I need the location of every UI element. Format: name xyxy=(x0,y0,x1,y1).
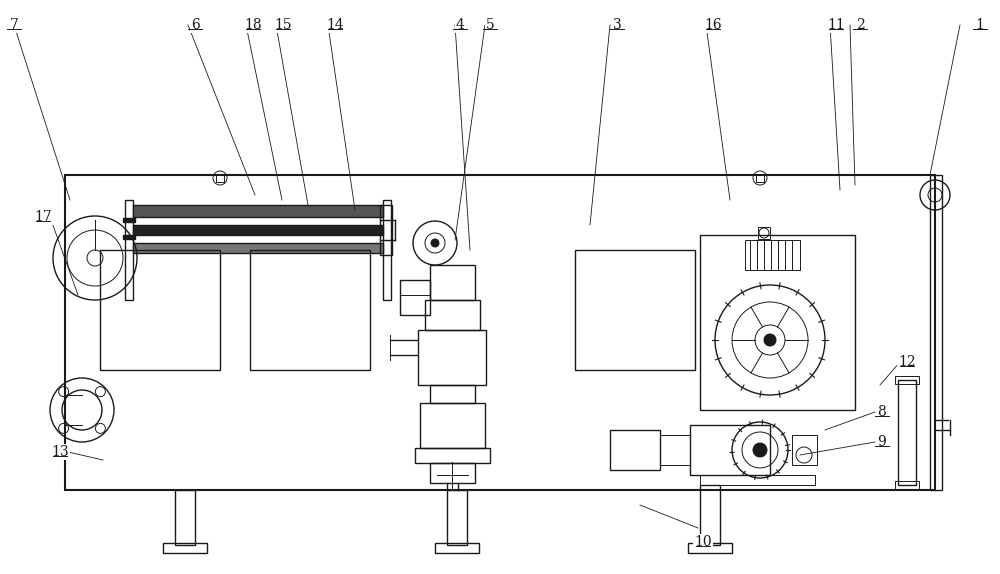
Bar xyxy=(415,448,490,463)
Bar xyxy=(420,403,485,448)
Bar xyxy=(610,430,660,470)
Bar xyxy=(380,205,392,255)
Text: 2: 2 xyxy=(856,18,864,32)
Text: 4: 4 xyxy=(456,18,464,32)
Bar xyxy=(383,200,391,300)
Bar xyxy=(435,543,479,553)
Text: 5: 5 xyxy=(486,18,494,32)
Bar xyxy=(930,175,942,490)
Bar xyxy=(133,243,383,253)
Bar xyxy=(447,490,467,545)
Text: 14: 14 xyxy=(326,18,344,32)
Bar xyxy=(418,330,486,385)
Text: 8: 8 xyxy=(878,405,886,419)
Bar xyxy=(400,280,430,315)
Bar xyxy=(660,435,690,465)
Circle shape xyxy=(764,334,776,346)
Bar xyxy=(133,225,383,235)
Bar xyxy=(700,235,855,410)
Bar xyxy=(65,175,935,490)
Text: 12: 12 xyxy=(898,355,916,369)
Text: 3: 3 xyxy=(613,18,621,32)
Bar xyxy=(123,235,135,239)
Bar xyxy=(756,174,764,182)
Text: 11: 11 xyxy=(827,18,845,32)
Bar xyxy=(430,385,475,403)
Bar xyxy=(700,485,720,545)
Text: 15: 15 xyxy=(274,18,292,32)
Text: 9: 9 xyxy=(878,435,886,449)
Bar xyxy=(100,250,220,370)
Bar xyxy=(163,543,207,553)
Bar xyxy=(123,218,135,222)
Bar xyxy=(125,200,133,300)
Text: 10: 10 xyxy=(694,535,712,549)
Bar xyxy=(250,250,370,370)
Bar xyxy=(690,425,770,475)
Bar xyxy=(175,490,195,545)
Text: 13: 13 xyxy=(51,445,69,459)
Circle shape xyxy=(753,443,767,457)
Bar xyxy=(895,376,919,384)
Text: 1: 1 xyxy=(976,18,984,32)
Bar xyxy=(216,174,224,182)
Text: 16: 16 xyxy=(704,18,722,32)
Text: 18: 18 xyxy=(244,18,262,32)
Text: 17: 17 xyxy=(34,210,52,224)
Bar xyxy=(700,475,815,485)
Bar xyxy=(430,265,475,300)
Bar xyxy=(898,380,916,485)
Bar xyxy=(792,435,817,465)
Circle shape xyxy=(431,239,439,247)
Bar xyxy=(425,300,480,330)
Text: 7: 7 xyxy=(10,18,18,32)
Bar xyxy=(575,250,695,370)
Bar xyxy=(895,481,919,489)
Text: 6: 6 xyxy=(191,18,199,32)
Bar xyxy=(745,240,800,270)
Bar xyxy=(688,543,732,553)
Bar xyxy=(430,463,475,483)
Bar xyxy=(133,205,383,217)
Bar xyxy=(758,227,770,239)
